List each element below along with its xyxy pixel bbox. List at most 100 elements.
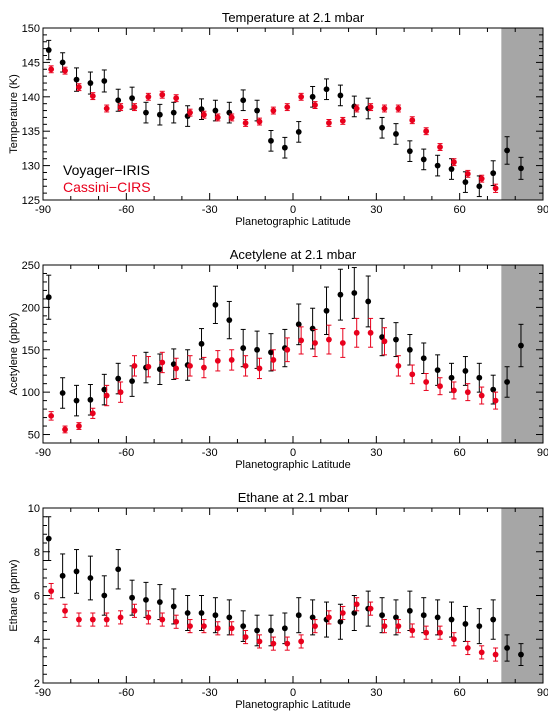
data-point	[434, 367, 441, 374]
data-point	[381, 623, 388, 630]
data-point	[451, 159, 457, 166]
data-point	[295, 612, 302, 619]
data-point	[145, 614, 152, 621]
data-point	[462, 368, 469, 374]
data-point	[143, 596, 149, 603]
chart-title: Temperature at 2.1 mbar	[222, 10, 365, 25]
data-point	[159, 359, 166, 366]
data-point	[201, 111, 207, 118]
plot-frame	[42, 264, 544, 444]
data-point	[284, 104, 291, 111]
data-point	[337, 291, 344, 298]
data-point	[117, 104, 124, 111]
data-point	[103, 105, 110, 112]
data-point	[492, 397, 499, 404]
data-point	[129, 378, 135, 385]
data-point	[268, 627, 274, 634]
data-point	[145, 93, 152, 100]
data-point	[45, 294, 52, 301]
data-point	[490, 616, 497, 623]
data-point	[406, 346, 413, 353]
data-point	[198, 610, 205, 616]
x-tick-label: -30	[202, 687, 218, 699]
y-tick-label: 150	[22, 23, 40, 35]
data-point	[240, 345, 247, 351]
data-point	[395, 362, 402, 369]
data-point	[518, 651, 524, 658]
y-tick-label: 200	[22, 302, 40, 314]
data-point	[295, 321, 302, 328]
data-point	[268, 349, 274, 356]
x-tick-label: 0	[290, 687, 296, 699]
data-point	[295, 128, 302, 135]
y-tick-label: 130	[22, 161, 40, 173]
data-point	[159, 91, 166, 98]
data-point	[478, 392, 485, 399]
data-point	[504, 379, 510, 385]
data-point	[254, 346, 260, 353]
data-point	[87, 80, 94, 86]
data-point	[518, 165, 524, 172]
data-point	[395, 623, 402, 630]
data-point	[434, 162, 441, 169]
data-point	[48, 412, 55, 419]
data-point	[476, 374, 483, 381]
data-point	[101, 78, 108, 84]
data-point	[448, 374, 455, 381]
data-point	[492, 185, 499, 192]
data-point	[353, 329, 360, 336]
data-point	[379, 334, 385, 340]
x-tick-label: 90	[537, 687, 548, 699]
data-point	[201, 623, 207, 630]
data-point	[420, 355, 427, 362]
data-point	[379, 124, 385, 131]
data-point	[76, 616, 82, 623]
data-point	[423, 629, 430, 636]
data-point	[45, 535, 52, 542]
panel-1: -90 -60 -30 0 30 60 90 125 130 135 140 145 150 Temper…	[8, 10, 548, 228]
data-point	[212, 107, 219, 114]
series-voyager-iris	[45, 39, 524, 198]
data-point	[170, 361, 177, 368]
data-point	[76, 84, 82, 91]
data-point	[409, 627, 416, 634]
y-tick-label: 140	[22, 92, 40, 104]
data-point	[173, 95, 180, 102]
data-point	[381, 338, 388, 345]
data-point	[478, 649, 485, 656]
x-tick-label: 90	[537, 447, 548, 459]
series-cassini-cirs	[48, 317, 499, 434]
data-point	[270, 357, 277, 363]
plot-frame	[42, 507, 544, 684]
data-point	[365, 298, 372, 305]
data-point	[173, 618, 180, 625]
data-point	[379, 612, 385, 619]
data-point	[270, 107, 277, 114]
data-point	[367, 104, 374, 111]
y-tick-label: 50	[28, 430, 40, 442]
y-tick-label: 150	[22, 345, 40, 357]
x-tick-label: 60	[454, 204, 466, 216]
data-point	[242, 362, 249, 369]
data-point	[201, 364, 207, 371]
data-point	[353, 105, 360, 112]
data-point	[312, 340, 318, 346]
y-tick-label: 250	[22, 260, 40, 272]
y-tick-label: 135	[22, 126, 40, 138]
data-point	[115, 375, 122, 382]
x-tick-label: 60	[454, 447, 466, 459]
data-point	[281, 625, 288, 632]
y-tick-label: 6	[34, 591, 40, 603]
data-point	[228, 625, 235, 632]
shaded-region	[501, 265, 543, 443]
data-point	[101, 386, 108, 393]
data-point	[228, 114, 235, 121]
data-point	[73, 397, 80, 404]
data-point	[226, 317, 233, 323]
data-point	[129, 594, 135, 601]
data-point	[131, 362, 138, 369]
data-point	[464, 389, 471, 396]
shaded-region	[501, 28, 543, 200]
data-point	[395, 105, 402, 112]
x-tick-label: 30	[370, 447, 382, 459]
